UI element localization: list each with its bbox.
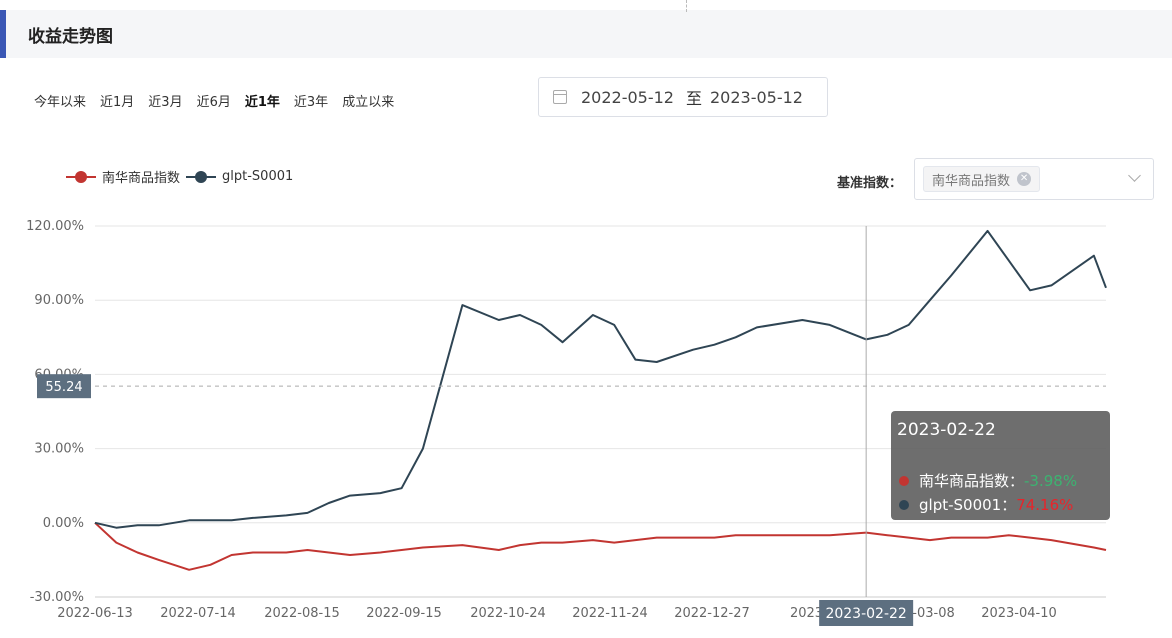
chart-tooltip: 2023-02-22 南华商品指数： -3.98% glpt-S0001： 74…	[891, 411, 1110, 520]
header-accent-bar	[0, 10, 6, 58]
tooltip-date: 2023-02-22	[897, 420, 996, 440]
y-tick-label: 90.00%	[34, 293, 84, 308]
x-tick-label: 2022-10-24	[470, 606, 546, 621]
legend-marker-glpt	[186, 170, 217, 184]
crosshair-x-label: 2023-02-22	[825, 606, 906, 622]
legend-label-glpt: glpt-S0001	[222, 169, 294, 184]
date-range-picker[interactable]: 2022-05-12 至 2023-05-12	[538, 77, 828, 117]
range-tab-1m[interactable]: 近1月	[100, 95, 135, 110]
tooltip-dot-glpt	[899, 499, 909, 510]
y-tick-label: 30.00%	[34, 442, 84, 457]
tooltip-dot-nanhua	[899, 475, 909, 486]
end-date[interactable]: 2023-05-12	[710, 87, 803, 107]
close-icon[interactable]: ✕	[1017, 172, 1032, 186]
tooltip-value-nanhua: -3.98%	[1024, 471, 1078, 490]
tooltip-value-glpt: 74.16%	[1016, 495, 1074, 514]
section-header: 收益走势图	[0, 10, 1172, 58]
legend-label-nanhua: 南华商品指数	[102, 171, 181, 186]
benchmark-tag-label: 南华商品指数	[932, 173, 1011, 189]
x-tick-label: 2022-11-24	[572, 606, 648, 621]
range-tab-inception[interactable]: 成立以来	[342, 95, 395, 110]
crosshair-y-label: 55.24	[45, 380, 82, 395]
benchmark-select[interactable]: 南华商品指数 ✕	[914, 158, 1154, 200]
y-tick-label: 120.00%	[26, 219, 84, 234]
x-tick-label: 2022-07-14	[160, 606, 236, 621]
range-tab-3y[interactable]: 近3年	[293, 95, 329, 110]
crosshair-x-label-bg	[819, 600, 914, 626]
tooltip-row-glpt: glpt-S0001： 74.16%	[897, 494, 1073, 515]
x-tick-label: 2023-04-10	[981, 606, 1057, 621]
x-tick-label: 2022-09-15	[366, 606, 442, 621]
series-line-glpt	[94, 229, 1107, 529]
range-tab-3m[interactable]: 近3月	[148, 95, 183, 110]
chart-legend: 南华商品指数 glpt-S0001	[66, 167, 299, 186]
range-tab-6m[interactable]: 近6月	[196, 95, 231, 110]
section-title: 收益走势图	[28, 27, 113, 47]
range-tab-ytd[interactable]: 今年以来	[34, 95, 87, 110]
x-tick-label: 2022-06-13	[57, 606, 133, 621]
benchmark-tag: 南华商品指数 ✕	[923, 166, 1041, 192]
crosshair-y-label-bg	[37, 374, 91, 399]
legend-item-nanhua[interactable]: 南华商品指数	[66, 167, 180, 186]
range-tabs: 今年以来 近1月 近3月 近6月 近1年 近3年 成立以来	[34, 91, 394, 110]
calendar-icon	[553, 90, 567, 104]
legend-marker-nanhua	[66, 170, 96, 184]
x-tick-label: 2022-08-15	[264, 606, 340, 621]
tooltip-name-nanhua: 南华商品指数：	[919, 472, 1025, 490]
tooltip-name-glpt: glpt-S0001：	[919, 496, 1017, 514]
tooltip-row-nanhua: 南华商品指数： -3.98%	[897, 470, 1077, 491]
x-tick-label: 2022-12-27	[674, 606, 750, 621]
series-line-nanhua	[94, 522, 1107, 571]
range-tab-1y[interactable]: 近1年	[244, 95, 280, 110]
divider	[686, 0, 687, 12]
date-separator: 至	[685, 89, 702, 108]
benchmark-label: 基准指数：	[837, 176, 903, 191]
y-tick-label: -30.00%	[30, 590, 84, 605]
start-date[interactable]: 2022-05-12	[581, 87, 674, 107]
legend-item-glpt[interactable]: glpt-S0001	[186, 169, 293, 184]
y-tick-label: 0.00%	[43, 516, 84, 531]
